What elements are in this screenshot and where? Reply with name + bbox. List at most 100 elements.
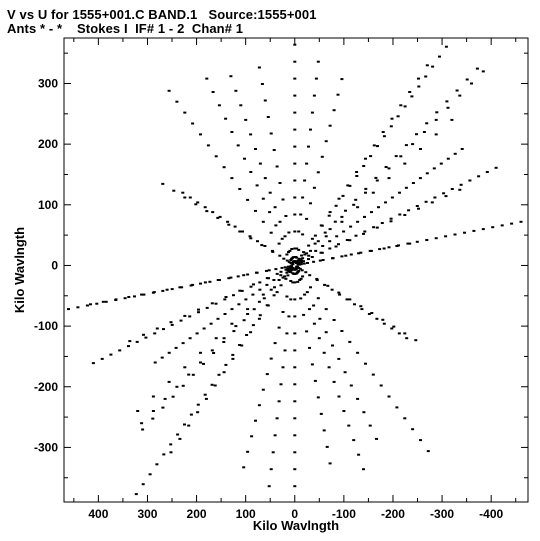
data-point (216, 279, 220, 281)
data-point (183, 366, 187, 369)
data-point (458, 94, 462, 97)
data-point (318, 317, 322, 320)
data-point (291, 256, 295, 259)
data-point (348, 239, 352, 242)
data-point (222, 371, 226, 374)
data-point (261, 388, 265, 391)
data-point (286, 267, 290, 270)
data-point (390, 327, 394, 330)
data-point (273, 342, 277, 345)
data-point (167, 89, 171, 92)
data-point (453, 152, 457, 155)
data-point (176, 433, 180, 436)
data-point (357, 252, 361, 255)
data-point (267, 269, 271, 272)
data-point (384, 166, 388, 168)
data-point (291, 281, 295, 284)
data-point (265, 373, 269, 376)
data-point (167, 380, 171, 383)
x-tick-label: -200 (381, 507, 405, 521)
data-point (222, 337, 226, 340)
data-point (153, 332, 157, 335)
data-point (313, 379, 317, 382)
data-point (229, 75, 233, 78)
data-point (280, 237, 284, 240)
data-point (425, 122, 429, 125)
data-point (272, 294, 276, 297)
data-point (352, 439, 356, 442)
data-point (328, 462, 332, 465)
data-point (299, 213, 303, 216)
data-point (481, 228, 485, 231)
data-point (328, 247, 332, 250)
data-point (301, 275, 305, 278)
data-point (379, 384, 383, 387)
data-point (223, 313, 227, 315)
x-tick-label: 0 (291, 507, 298, 521)
data-point (206, 144, 210, 147)
data-point (398, 191, 401, 194)
data-point (211, 211, 215, 214)
data-point (378, 248, 382, 251)
data-point (223, 298, 227, 301)
data-point (234, 325, 238, 328)
chart-title: V vs U for 1555+001.C BAND.1 Source:1555… (7, 7, 317, 22)
data-point (363, 215, 366, 218)
data-point (404, 186, 408, 189)
data-point (292, 272, 296, 275)
data-point (175, 100, 179, 103)
data-point (238, 289, 242, 292)
data-point (188, 337, 192, 340)
data-point (187, 424, 191, 427)
data-point (181, 342, 185, 345)
data-point (203, 393, 207, 396)
data-point (89, 303, 92, 306)
data-point (310, 363, 314, 366)
data-point (238, 230, 242, 233)
data-point (408, 242, 412, 245)
data-point (438, 55, 441, 58)
data-point (308, 346, 311, 349)
y-tick-label: 200 (38, 137, 58, 151)
data-point (240, 289, 244, 292)
data-point (302, 251, 306, 254)
data-point (285, 332, 289, 335)
data-point (160, 356, 164, 359)
data-point (301, 233, 305, 236)
data-point (104, 300, 108, 303)
data-point (230, 131, 234, 133)
data-point (415, 240, 419, 243)
data-point (367, 313, 371, 315)
data-point (336, 93, 340, 96)
data-point (337, 243, 340, 246)
data-point (354, 234, 358, 237)
data-point (100, 357, 104, 360)
data-point (273, 206, 277, 209)
data-point (327, 214, 331, 217)
data-point (300, 254, 304, 257)
data-point (191, 373, 195, 376)
data-point (303, 179, 307, 182)
plot-frame (63, 37, 529, 503)
data-point (302, 313, 306, 316)
data-point (405, 337, 409, 340)
data-point (360, 308, 364, 311)
data-point (257, 404, 261, 407)
data-point (205, 210, 209, 213)
data-point (300, 261, 304, 264)
data-point (293, 247, 297, 250)
data-point (325, 445, 329, 448)
data-point (296, 280, 300, 283)
data-point (275, 417, 279, 420)
data-point (316, 60, 320, 63)
data-point (128, 340, 132, 343)
data-point (302, 260, 305, 263)
data-point (475, 67, 479, 70)
data-point (210, 349, 214, 352)
data-point (263, 245, 267, 247)
data-point (241, 230, 244, 233)
data-point (265, 277, 269, 280)
data-point (335, 235, 339, 238)
data-point (210, 302, 214, 305)
data-point (460, 148, 464, 150)
